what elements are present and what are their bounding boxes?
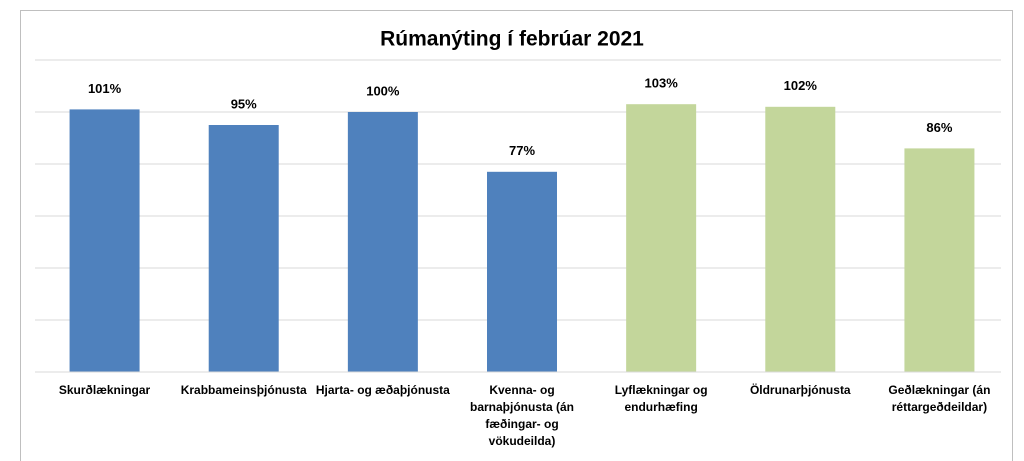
chart-title: Rúmanýting í febrúar 2021 xyxy=(380,28,644,51)
bar xyxy=(487,171,557,372)
bar xyxy=(347,112,418,372)
value-label: 102% xyxy=(784,78,818,93)
x-tick-label: Krabbameinsþjónusta xyxy=(180,383,307,397)
value-label: 86% xyxy=(926,120,952,135)
x-tick-label: Geðlækningar (án réttargeðdeildar) xyxy=(888,383,991,414)
x-tick-label: Hjarta- og æðaþjónusta xyxy=(315,383,450,397)
value-label: 77% xyxy=(509,143,535,158)
value-label: 100% xyxy=(366,83,400,98)
bar xyxy=(765,106,836,373)
bar xyxy=(208,125,279,372)
bar xyxy=(69,109,140,373)
x-tick-label: Kvenna- og barnaþjónusta (án fæðingar- o… xyxy=(469,383,574,448)
value-label: 95% xyxy=(231,96,257,111)
bar xyxy=(626,104,697,372)
x-tick-label: Lyflækningar og endurhæfing xyxy=(614,383,708,414)
x-tick-label: Skurðlækningar xyxy=(58,383,151,397)
x-tick-label: Öldrunarþjónusta xyxy=(749,383,851,397)
value-label: 103% xyxy=(645,76,679,91)
bar xyxy=(904,148,975,372)
value-label: 101% xyxy=(88,81,122,96)
